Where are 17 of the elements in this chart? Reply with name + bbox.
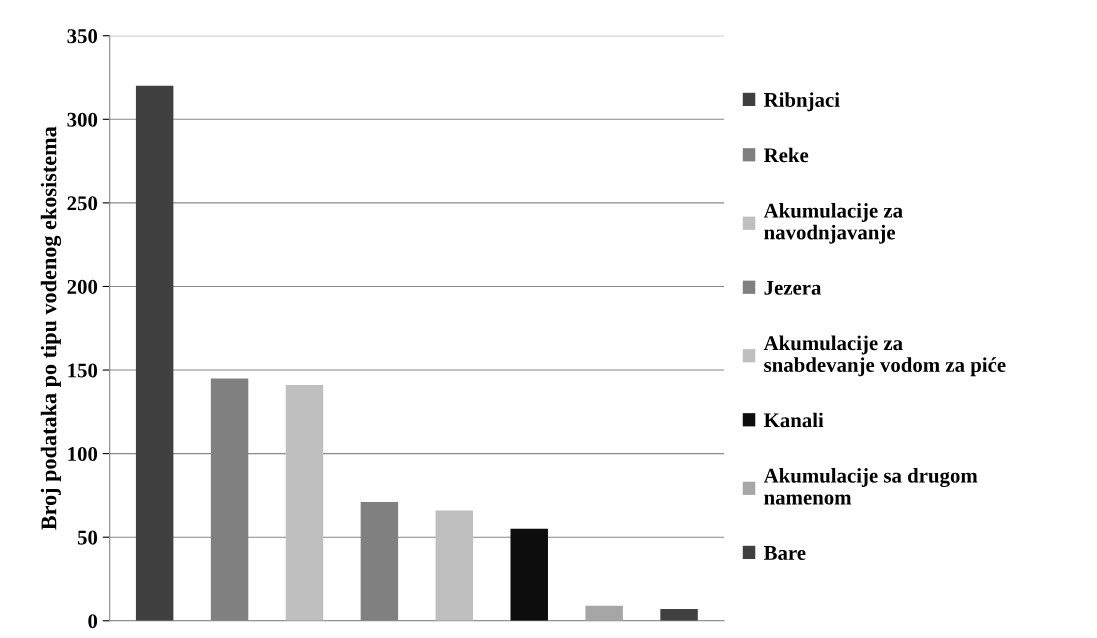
legend-label: Reke — [763, 147, 809, 163]
legend-label: Ribnjaci — [763, 92, 840, 112]
legend-label: Jezera — [764, 280, 822, 295]
y-tick-label: 250 — [67, 196, 98, 211]
y-tick-label: 0 — [88, 614, 98, 629]
y-tick-label: 350 — [67, 29, 98, 44]
y-tick-label: 200 — [67, 279, 98, 294]
y-tick-label: 100 — [68, 446, 98, 462]
legend-label: Akumulacije za snabdevanje vodom za piće — [763, 335, 1006, 377]
y-tick-label: 300 — [67, 112, 98, 127]
y-axis-title: Broj podataka po tipu vodenog ekosistema — [40, 126, 62, 530]
y-tick-label: 150 — [68, 363, 98, 378]
legend-label: Akumulacije za navodnjavanje — [763, 203, 903, 244]
legend-label: Bare — [763, 546, 806, 560]
legend-label: Kanali — [763, 412, 824, 428]
legend-label: Akumulacije sa drugom namenom — [763, 468, 978, 505]
y-tick-label: 50 — [77, 530, 98, 545]
